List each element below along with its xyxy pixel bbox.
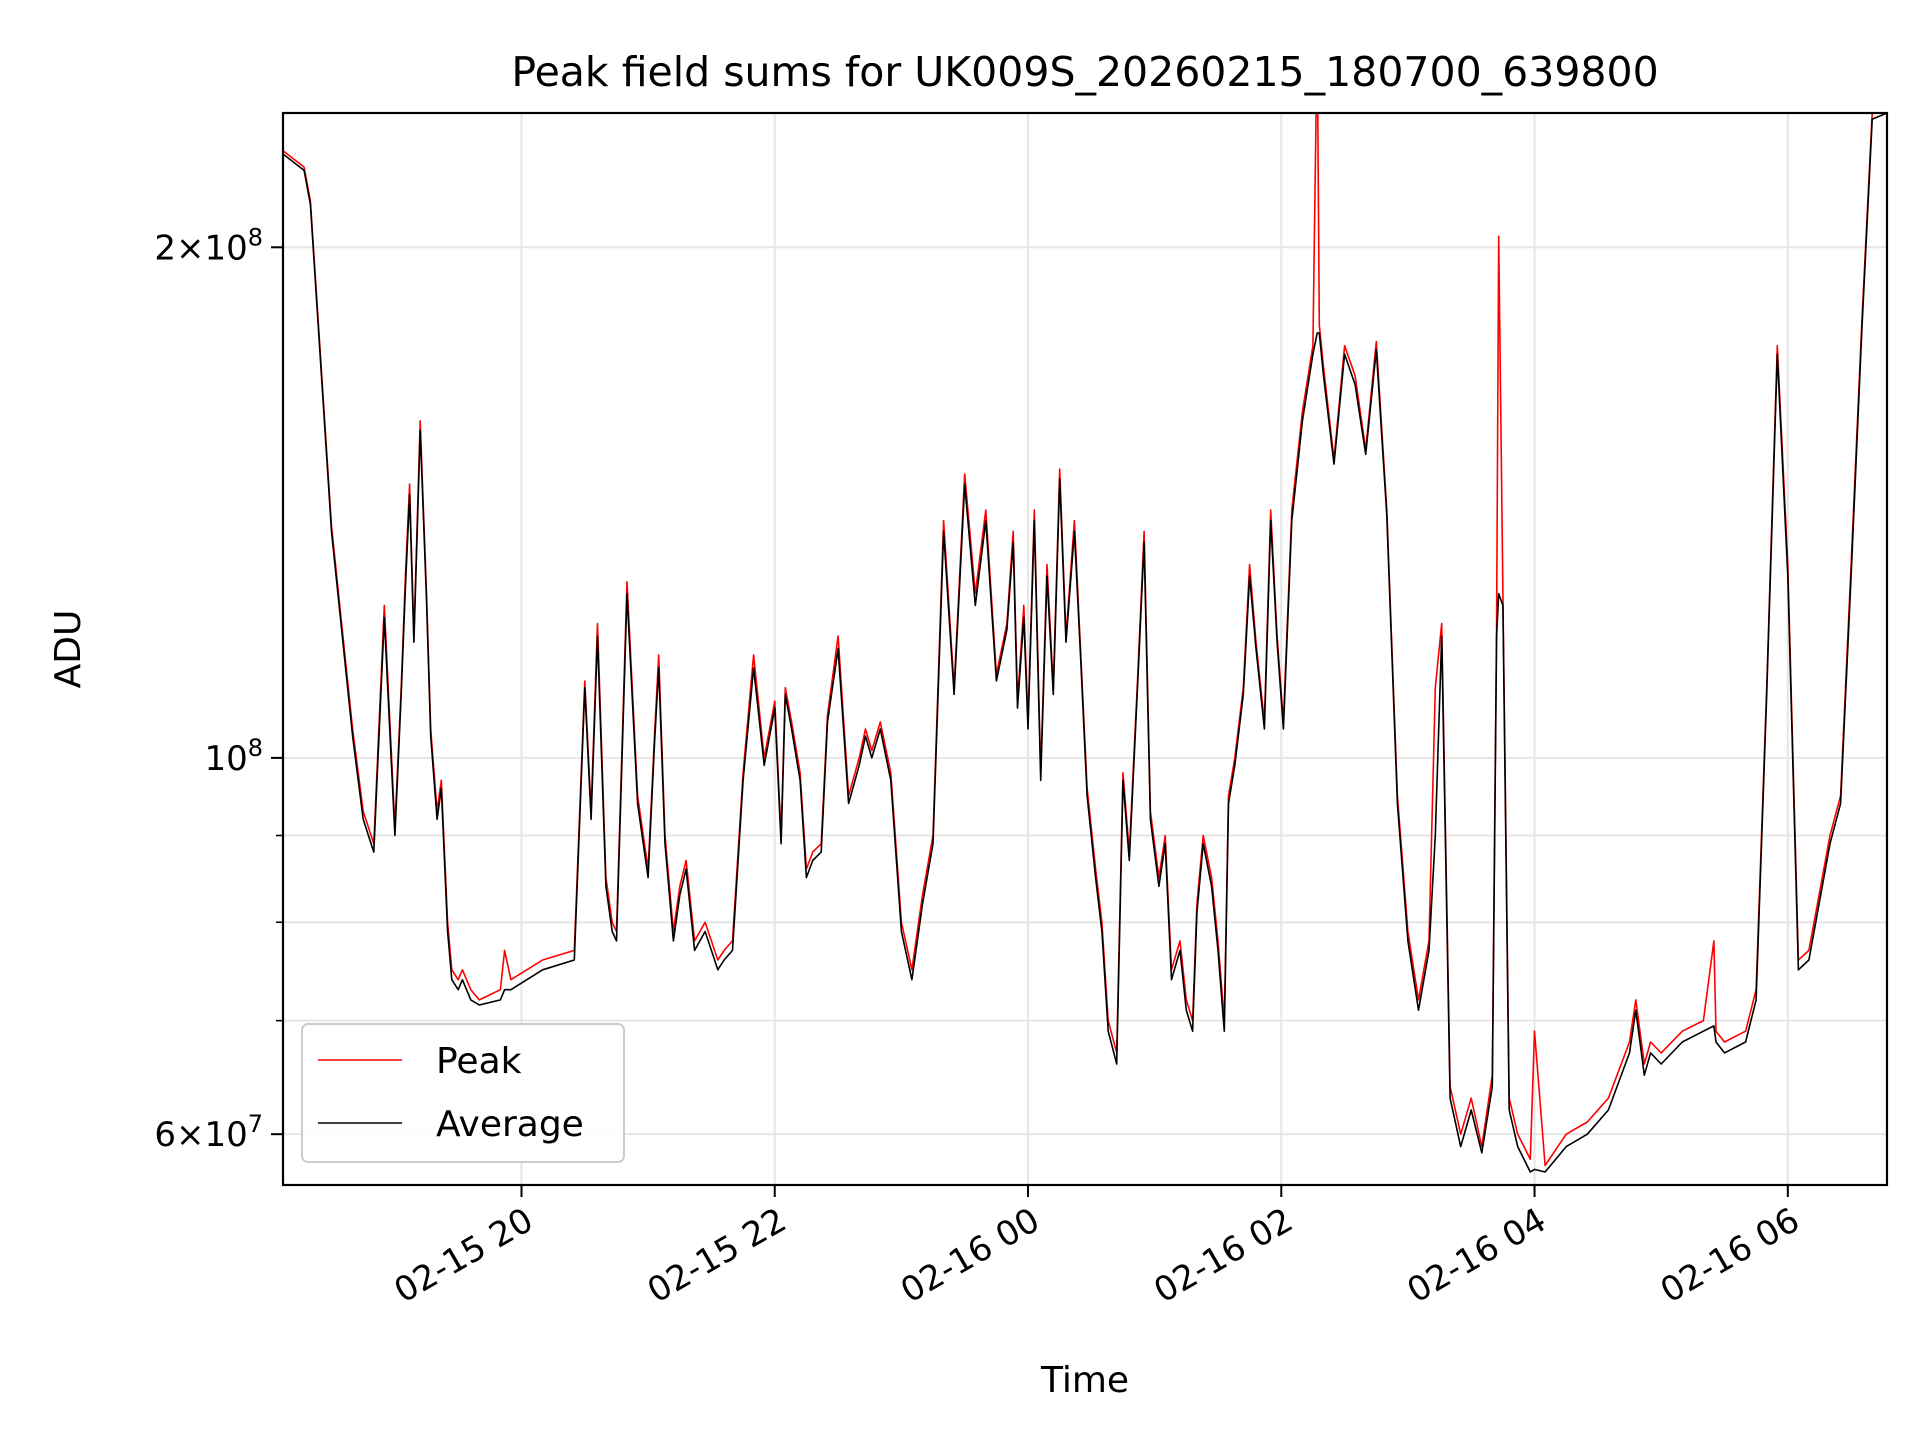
x-tick-label: 02-16 02 xyxy=(1147,1200,1299,1311)
x-tick-label: 02-16 06 xyxy=(1654,1200,1806,1311)
x-tick-label: 02-15 20 xyxy=(388,1200,540,1311)
legend-label-peak: Peak xyxy=(436,1041,522,1082)
legend-box xyxy=(301,1023,625,1163)
x-tick-label: 02-16 04 xyxy=(1401,1200,1553,1311)
series-line-average xyxy=(283,113,1887,1173)
x-tick-label: 02-16 00 xyxy=(894,1200,1046,1311)
legend-label-average: Average xyxy=(436,1104,584,1145)
x-axis-label: Time xyxy=(1040,1360,1129,1401)
legend: Peak Average xyxy=(301,1023,625,1163)
y-tick-label: 6×107 xyxy=(154,1110,263,1155)
grid xyxy=(283,113,1887,1185)
y-tick-label: 2×108 xyxy=(154,223,263,268)
y-axis-label: ADU xyxy=(48,610,89,689)
plot-area-frame xyxy=(281,111,1889,1187)
y-axis: 6×107 108 2×108 xyxy=(154,223,283,1155)
y-tick-label: 108 xyxy=(204,734,263,779)
x-tick-label: 02-15 22 xyxy=(641,1200,793,1311)
series-layer xyxy=(283,113,1887,1173)
chart-title: Peak field sums for UK009S_20260215_1807… xyxy=(511,48,1658,96)
x-axis: 02-15 20 02-15 22 02-16 00 02-16 02 02-16 04… xyxy=(388,1185,1806,1311)
series-line-peak xyxy=(283,113,1887,1167)
